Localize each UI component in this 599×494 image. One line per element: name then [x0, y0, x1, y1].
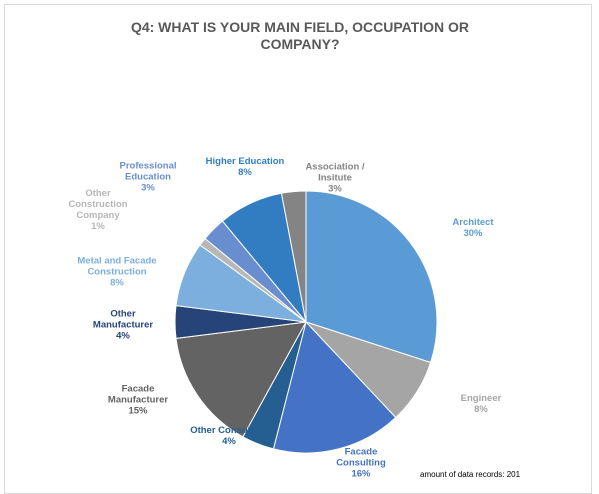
slice-label: Facade Consulting 16% — [331, 447, 391, 480]
chart-title: Q4: WHAT IS YOUR MAIN FIELD, OCCUPATION … — [130, 19, 470, 52]
value-label: 8% — [238, 167, 252, 178]
slice-label: Professional Education 3% — [113, 161, 183, 194]
value-label: 8% — [110, 277, 124, 289]
category-label: Facade Manufacturer — [107, 383, 169, 406]
slice-label: Metal and Facade Construction 8% — [62, 256, 172, 289]
category-label: Association / Insitute — [305, 161, 365, 184]
value-label: 4% — [116, 330, 130, 342]
value-label: 1% — [91, 221, 105, 232]
value-label: 3% — [328, 183, 342, 195]
slice-label: Architect 30% — [433, 217, 513, 239]
value-label: 3% — [141, 182, 155, 194]
value-label: 16% — [351, 468, 371, 480]
category-label: Facade Consulting — [336, 446, 386, 469]
slice-label: Engineer 8% — [451, 393, 511, 415]
note: amount of data records: 201 — [420, 470, 521, 479]
value-label: 4% — [222, 436, 236, 447]
pie-slice — [272, 320, 397, 454]
category-label: Professional Education — [119, 160, 177, 183]
category-label: Metal and Facade Construction — [77, 255, 157, 278]
slice-label: Other Manufacturer 4% — [83, 309, 163, 342]
category-label: Engineer — [460, 393, 502, 404]
slice-label: Higher Education 8% — [200, 156, 290, 178]
slice-label: Other Construction Company 1% — [63, 188, 133, 232]
slice-label: Facade Manufacturer 15% — [98, 384, 178, 417]
slice-label: Other Consulting 4% — [184, 425, 274, 447]
value-label: 30% — [463, 228, 483, 239]
category-label: Other Manufacturer — [92, 308, 154, 331]
category-label: Higher Education — [205, 156, 285, 167]
pie-slice — [175, 321, 307, 438]
slice-label: Association / Insitute 3% — [300, 162, 370, 195]
category-label: Other Construction Company — [68, 188, 128, 221]
value-label: 8% — [474, 404, 488, 415]
value-label: 15% — [128, 405, 148, 417]
pie-slice — [280, 190, 307, 323]
category-label: Architect — [452, 217, 494, 228]
pie-slice — [305, 190, 438, 364]
category-label: Other Consulting — [190, 425, 268, 436]
